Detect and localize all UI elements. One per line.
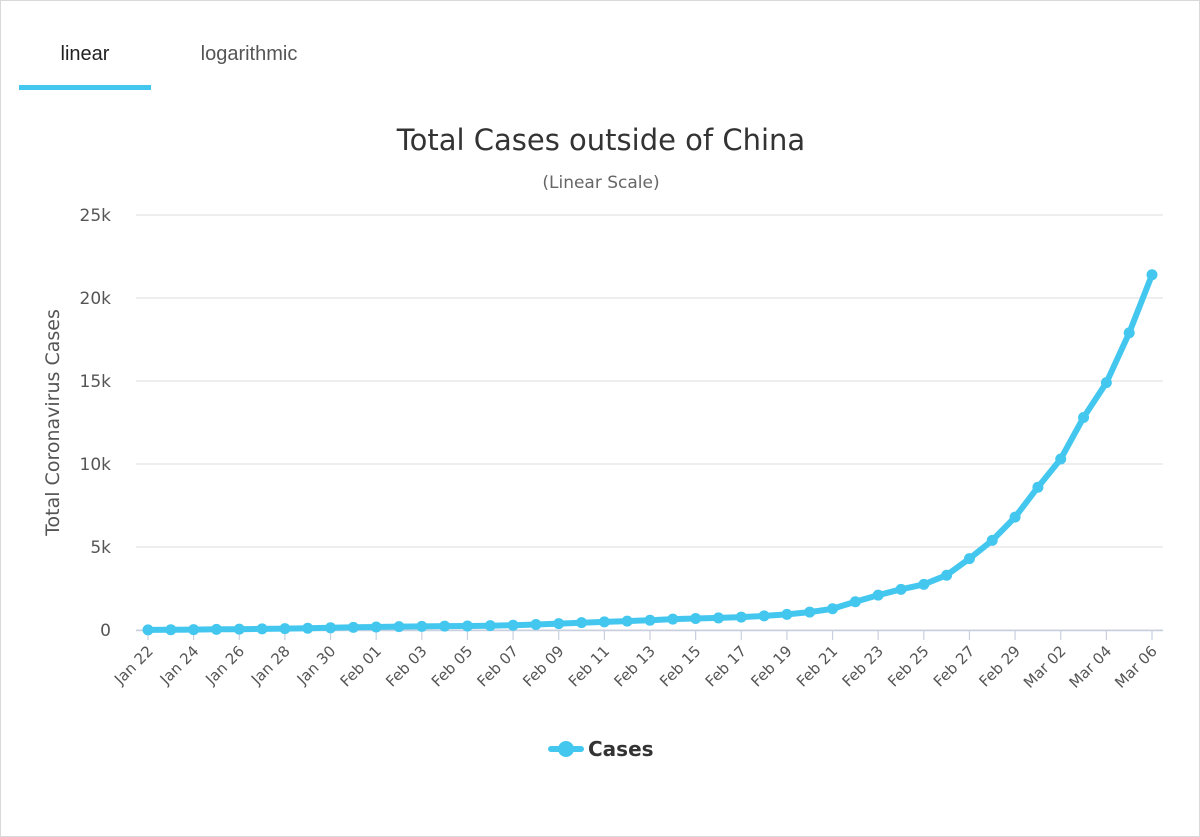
x-tick-label: Feb 29 — [976, 642, 1024, 690]
data-point — [1009, 511, 1021, 523]
data-point — [1123, 327, 1135, 339]
data-point — [325, 622, 337, 634]
x-tick-label: Feb 25 — [884, 642, 932, 690]
data-point — [895, 583, 907, 595]
data-point — [827, 603, 839, 615]
data-point — [758, 610, 770, 622]
data-point — [233, 623, 245, 635]
data-point — [461, 620, 473, 632]
data-point — [439, 620, 451, 632]
x-tick-label: Feb 21 — [793, 642, 841, 690]
data-point — [735, 611, 747, 623]
x-tick-label: Jan 26 — [201, 642, 248, 689]
data-point — [849, 596, 861, 608]
chart-subtitle: (Linear Scale) — [542, 173, 660, 193]
data-point — [530, 619, 542, 631]
data-point — [1100, 377, 1112, 389]
data-point — [347, 621, 359, 633]
data-point — [1055, 453, 1067, 465]
series-line-cases — [145, 271, 1155, 633]
x-tick-label: Feb 03 — [382, 642, 430, 690]
data-point — [1032, 481, 1044, 493]
data-point — [644, 614, 656, 626]
data-point — [370, 621, 382, 633]
data-point — [553, 618, 565, 630]
data-point — [256, 623, 268, 635]
x-tick-label: Mar 04 — [1066, 642, 1116, 692]
y-tick-label: 0 — [100, 621, 111, 641]
y-tick-label: 10k — [80, 455, 112, 475]
data-point — [279, 623, 291, 635]
scale-tabs: linear logarithmic — [19, 37, 1179, 91]
data-point — [416, 620, 428, 632]
x-tick-label: Feb 05 — [428, 642, 476, 690]
data-point — [188, 624, 200, 636]
data-point — [963, 553, 975, 565]
data-point — [576, 617, 588, 629]
data-point — [507, 619, 519, 631]
x-tick-label: Feb 15 — [656, 642, 704, 690]
data-point — [804, 606, 816, 618]
x-tick-label: Feb 17 — [702, 642, 750, 690]
x-tick-label: Mar 06 — [1111, 642, 1161, 692]
y-tick-label: 5k — [90, 538, 111, 558]
data-point — [484, 620, 496, 632]
y-tick-label: 25k — [80, 206, 112, 226]
data-point — [165, 624, 177, 636]
data-point — [941, 569, 953, 581]
x-tick-label: Feb 13 — [610, 642, 658, 690]
tab-linear[interactable]: linear — [60, 43, 110, 65]
data-point — [872, 589, 884, 601]
data-point — [712, 612, 724, 624]
x-tick-label: Mar 02 — [1020, 642, 1070, 692]
data-point — [781, 608, 793, 620]
data-point — [142, 624, 154, 636]
x-tick-label: Jan 22 — [110, 642, 157, 689]
x-tick-label: Feb 27 — [930, 642, 978, 690]
legend-label-cases: Cases — [588, 737, 654, 761]
tab-logarithmic[interactable]: logarithmic — [200, 43, 298, 65]
data-point — [598, 616, 610, 628]
x-tick-label: Jan 28 — [247, 642, 294, 689]
x-tick-label: Feb 09 — [519, 642, 567, 690]
data-point — [690, 613, 702, 625]
data-point — [302, 622, 314, 634]
y-tick-label: 20k — [80, 289, 112, 309]
data-point — [1078, 412, 1090, 424]
x-tick-label: Feb 11 — [565, 642, 613, 690]
y-axis-title: Total Coronavirus Cases — [42, 309, 64, 537]
legend-marker-icon — [558, 741, 574, 757]
data-point — [986, 534, 998, 546]
x-tick-label: Jan 30 — [293, 642, 340, 689]
x-tick-label: Feb 07 — [474, 642, 522, 690]
x-tick-label: Feb 19 — [747, 642, 795, 690]
chart-title: Total Cases outside of China — [396, 123, 806, 157]
x-tick-label: Jan 24 — [156, 642, 203, 689]
data-point — [1146, 269, 1158, 281]
data-point — [210, 623, 222, 635]
data-point — [393, 621, 405, 633]
y-tick-label: 15k — [80, 372, 112, 392]
x-tick-label: Feb 23 — [839, 642, 887, 690]
active-tab-indicator — [19, 85, 151, 90]
x-tick-label: Feb 01 — [337, 642, 385, 690]
data-point — [621, 615, 633, 627]
data-point — [667, 613, 679, 625]
data-point — [918, 578, 930, 590]
